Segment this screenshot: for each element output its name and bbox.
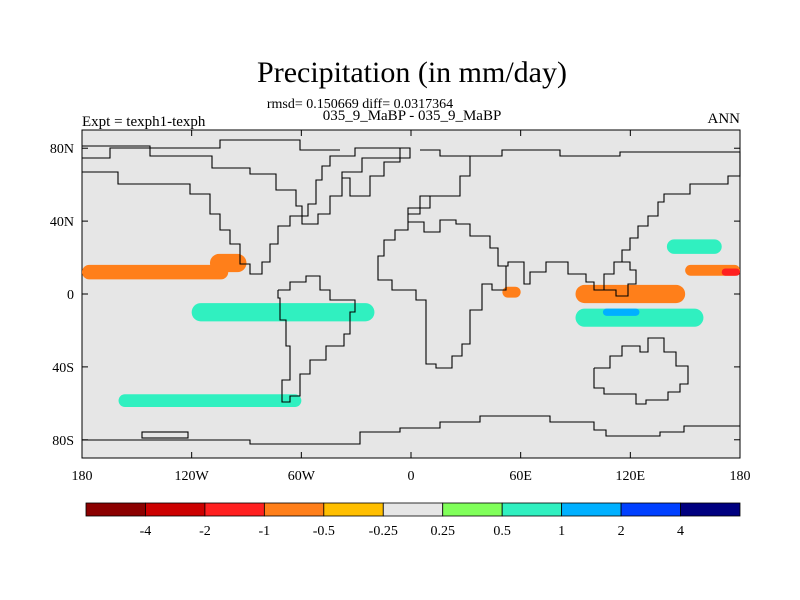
colorbar: -4 -2 -1 -0.5 -0.25 0.25 0.5 1 2 4 xyxy=(85,502,741,539)
colorbar-label: 4 xyxy=(677,524,684,539)
anomaly-region xyxy=(82,264,229,280)
anomaly-region xyxy=(209,253,247,273)
colorbar-swatch xyxy=(85,502,146,517)
anomaly-region xyxy=(191,303,375,322)
south-america-coast xyxy=(277,275,356,403)
colorbar-label: 2 xyxy=(618,524,625,539)
colorbar-label: 1 xyxy=(558,524,565,539)
anomaly-region xyxy=(502,286,521,298)
y-tick-label: 0 xyxy=(67,288,74,303)
anomaly-region xyxy=(575,284,686,304)
australia-coast xyxy=(593,337,689,405)
north-america-coast xyxy=(82,145,411,275)
southeast-asia-coast xyxy=(604,261,637,297)
stats-line: rmsd= 0.150669 diff= 0.0317364 xyxy=(267,97,453,112)
colorbar-swatch xyxy=(323,502,384,517)
season-label: ANN xyxy=(708,111,741,127)
experiment-label: Expt = texph1-texph xyxy=(82,114,206,130)
chart-title: Precipitation (in mm/day) xyxy=(257,56,567,89)
x-tick-label: 180 xyxy=(730,469,751,484)
cases-line: 035_9_MaBP - 035_9_MaBP xyxy=(323,108,502,124)
colorbar-label: -0.5 xyxy=(313,524,335,539)
colorbar-swatch xyxy=(501,502,563,517)
colorbar-label: 0.5 xyxy=(493,524,511,539)
colorbar-swatch xyxy=(442,502,503,517)
map-panel: 180 120W 60W 0 60E 120E 180 80N 40N 0 40S 80S xyxy=(50,129,751,484)
antarctic-ice-shelf xyxy=(141,431,189,439)
colorbar-swatch xyxy=(382,502,444,517)
y-tick-label: 40N xyxy=(50,215,74,230)
anomaly-region xyxy=(575,308,704,327)
anomaly-region xyxy=(602,308,640,316)
colorbar-label: -1 xyxy=(259,524,271,539)
colorbar-swatch xyxy=(263,502,325,517)
x-tick-label: 180 xyxy=(72,469,93,484)
anomaly-region xyxy=(721,268,740,276)
colorbar-swatch xyxy=(561,502,622,517)
antarctica-coast xyxy=(82,415,740,445)
y-tick-label: 40S xyxy=(52,361,74,376)
colorbar-label: -0.25 xyxy=(369,524,398,539)
colorbar-swatch xyxy=(620,502,681,517)
colorbar-swatch xyxy=(680,502,741,517)
x-tick-label: 120E xyxy=(616,469,646,484)
greenland-coast xyxy=(342,147,401,197)
colorbar-swatch xyxy=(204,502,265,517)
x-tick-label: 60W xyxy=(288,469,316,484)
north-america-north xyxy=(82,139,340,159)
anomaly-layer xyxy=(82,239,740,407)
europe-africa-coast xyxy=(377,149,507,369)
x-tick-label: 0 xyxy=(408,469,415,484)
y-tick-label: 80N xyxy=(50,142,74,157)
colorbar-label: 0.25 xyxy=(430,524,455,539)
x-tick-label: 120W xyxy=(175,469,210,484)
colorbar-label: -2 xyxy=(199,524,211,539)
y-tick-label: 80S xyxy=(52,434,74,449)
colorbar-swatch xyxy=(145,502,206,517)
x-tick-label: 60E xyxy=(509,469,532,484)
asia-coast xyxy=(470,149,741,291)
y-axis: 80N 40N 0 40S 80S xyxy=(50,142,740,449)
anomaly-region xyxy=(118,394,302,407)
coastlines xyxy=(82,139,741,445)
colorbar-label: -4 xyxy=(140,524,152,539)
anomaly-region xyxy=(666,239,722,254)
x-axis: 180 120W 60W 0 60E 120E 180 xyxy=(72,130,751,484)
